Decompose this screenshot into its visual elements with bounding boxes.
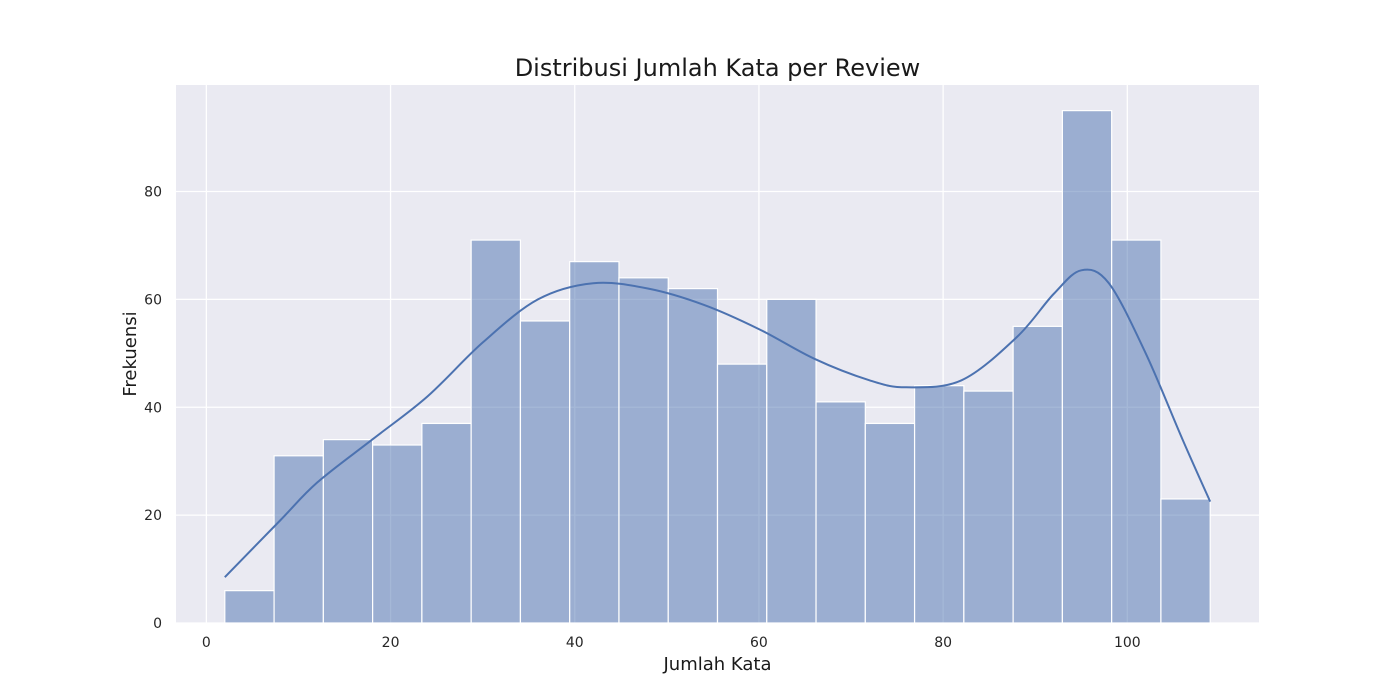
x-tick-label: 100 [1114, 635, 1141, 651]
histogram-bar [519, 320, 571, 624]
histogram-bar [864, 422, 916, 624]
x-tick-label: 0 [202, 635, 211, 651]
y-tick-label: 0 [153, 616, 162, 632]
x-tick-label: 80 [934, 635, 952, 651]
x-axis-ticks: 0 20 40 60 80 100 [202, 635, 1141, 651]
x-axis-label: Jumlah Kata [662, 654, 771, 675]
histogram-bar [618, 277, 669, 624]
histogram-bar [815, 401, 866, 624]
histogram-bar [322, 439, 374, 624]
y-tick-label: 20 [144, 508, 162, 524]
y-axis-ticks: 0 20 40 60 80 [144, 185, 162, 632]
x-tick-label: 20 [382, 635, 400, 651]
histogram-bar [1061, 110, 1113, 624]
kde-line [224, 268, 1212, 578]
histogram-bar [716, 363, 768, 624]
histogram-bar [1111, 239, 1162, 624]
chart-title: Distribusi Jumlah Kata per Review [515, 54, 921, 82]
y-tick-label: 40 [144, 400, 162, 416]
histogram-bar [273, 455, 324, 624]
histogram-bar [913, 385, 965, 624]
histogram-bar [470, 239, 522, 624]
histogram-bar [1012, 325, 1063, 624]
x-tick-label: 40 [566, 635, 584, 651]
y-tick-label: 60 [144, 292, 162, 308]
y-tick-label: 80 [144, 185, 162, 201]
y-axis-label: Frekuensi [120, 311, 141, 396]
histogram-bar [963, 390, 1014, 624]
histogram-bar [224, 590, 275, 624]
histogram-bar [667, 288, 719, 624]
histogram-bar [1160, 498, 1211, 624]
histogram-bar [766, 298, 817, 624]
histogram-bar [421, 422, 472, 624]
histogram-bar [569, 261, 620, 624]
histogram-bar [372, 444, 423, 624]
x-tick-label: 60 [750, 635, 768, 651]
